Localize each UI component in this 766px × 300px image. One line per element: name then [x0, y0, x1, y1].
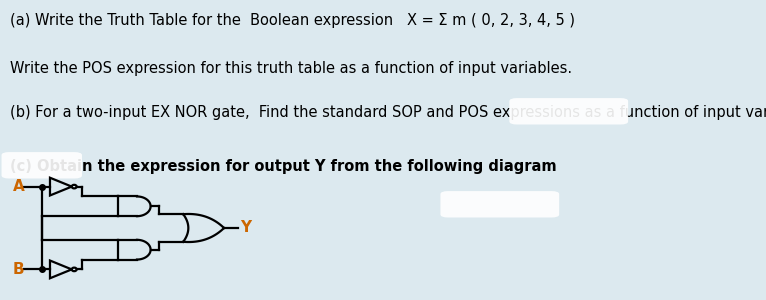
Text: (c) Obtain the expression for output Y from the following diagram: (c) Obtain the expression for output Y f…: [10, 159, 557, 174]
Text: Y: Y: [241, 220, 251, 236]
FancyBboxPatch shape: [509, 98, 628, 124]
Text: (b) For a two-input EX NOR gate,  Find the standard SOP and POS expressions as a: (b) For a two-input EX NOR gate, Find th…: [10, 105, 766, 120]
Text: B: B: [12, 262, 24, 277]
Text: (a) Write the Truth Table for the  Boolean expression   X = Σ m ( 0, 2, 3, 4, 5 : (a) Write the Truth Table for the Boolea…: [10, 14, 575, 28]
Text: Write the POS expression for this truth table as a function of input variables.: Write the POS expression for this truth …: [10, 61, 572, 76]
FancyBboxPatch shape: [2, 152, 82, 178]
FancyBboxPatch shape: [440, 191, 559, 218]
Text: A: A: [12, 179, 25, 194]
